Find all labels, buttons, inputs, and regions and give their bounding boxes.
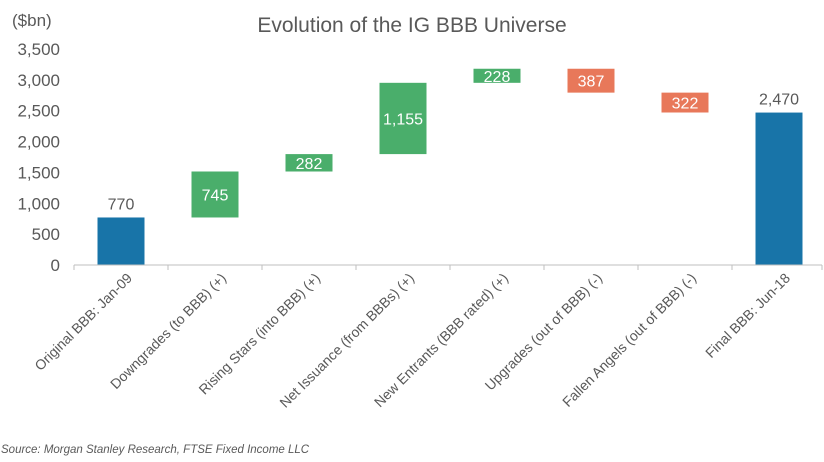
data-label: 322 (672, 96, 699, 113)
y-tick-label: 3,500 (17, 40, 60, 59)
y-unit-label: ($bn) (12, 11, 52, 30)
data-label: 1,155 (383, 111, 423, 128)
bar-increase (285, 154, 333, 172)
bar-total (97, 217, 145, 265)
data-label: 387 (578, 74, 605, 91)
data-label: 745 (202, 187, 229, 204)
data-label: 770 (108, 196, 135, 213)
source-note: Source: Morgan Stanley Research, FTSE Fi… (1, 444, 310, 456)
y-tick-label: 1,000 (17, 194, 60, 213)
data-labels: 770 745 282 1,155 228 387 322 2,470 (108, 69, 799, 214)
bar-total (755, 112, 803, 266)
y-tick-label: 2,000 (17, 133, 60, 152)
bar-decrease (661, 92, 709, 113)
y-tick-label: 3,000 (17, 71, 60, 90)
category-label: Final BBB: Jun-18 (702, 270, 793, 361)
y-axis: 0 500 1,000 1,500 2,000 2,500 3,000 3,500 (17, 40, 60, 275)
bars (97, 68, 803, 266)
bar-increase (473, 68, 521, 83)
y-tick-label: 0 (51, 256, 60, 275)
y-tick-label: 2,500 (17, 102, 60, 121)
data-label: 282 (296, 156, 323, 173)
category-label: Original BBB: Jan-09 (31, 270, 135, 374)
bar-increase (191, 171, 239, 218)
data-label: 2,470 (759, 92, 799, 109)
y-tick-label: 500 (32, 225, 60, 244)
bar-increase (379, 82, 427, 155)
data-label: 228 (484, 69, 511, 86)
bar-decrease (567, 68, 615, 93)
chart-title: Evolution of the IG BBB Universe (257, 14, 567, 37)
y-tick-label: 1,500 (17, 163, 60, 182)
